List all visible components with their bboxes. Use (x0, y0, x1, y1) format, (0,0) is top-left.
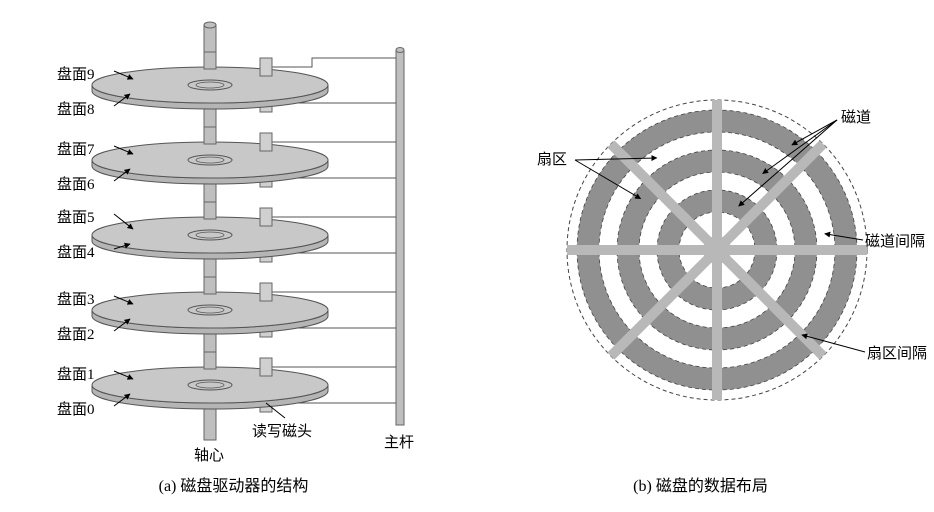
platter-surface-label: 盘面2 (57, 323, 95, 344)
panel-disk-layout: 磁道扇区磁道间隔扇区间隔 (b) 磁盘的数据布局 (467, 0, 934, 512)
sector-label: 扇区 (537, 148, 567, 169)
platter-surface-label: 盘面3 (57, 288, 95, 309)
track-gap-label: 磁道间隔 (865, 230, 925, 251)
caption-a: (a) 磁盘驱动器的结构 (0, 472, 467, 496)
platter-surface-label: 盘面9 (57, 63, 95, 84)
platter-surface-label: 盘面5 (57, 206, 95, 227)
platter-surface-label: 盘面8 (57, 98, 95, 119)
platter-surface-label: 盘面6 (57, 173, 95, 194)
platter-surface-label: 盘面0 (57, 398, 95, 419)
caption-b: (b) 磁盘的数据布局 (467, 472, 934, 496)
spindle-label: 轴心 (194, 444, 224, 465)
platter-surface-label: 盘面7 (57, 138, 95, 159)
platter-surface-label: 盘面1 (57, 363, 95, 384)
sector-gap-label: 扇区间隔 (867, 342, 927, 363)
track-label: 磁道 (841, 106, 871, 127)
read-write-head-label: 读写磁头 (252, 420, 312, 441)
platter-surface-label: 盘面4 (57, 241, 95, 262)
disk-layout-svg (467, 0, 934, 450)
panel-disk-drive-structure: 盘面9 盘面8 盘面7 盘面6 盘面5 盘面4 盘面3 盘面2 盘面1 盘面0 读写磁头轴心 主杆 (… (0, 0, 467, 512)
mainbar-label: 主杆 (384, 431, 414, 452)
